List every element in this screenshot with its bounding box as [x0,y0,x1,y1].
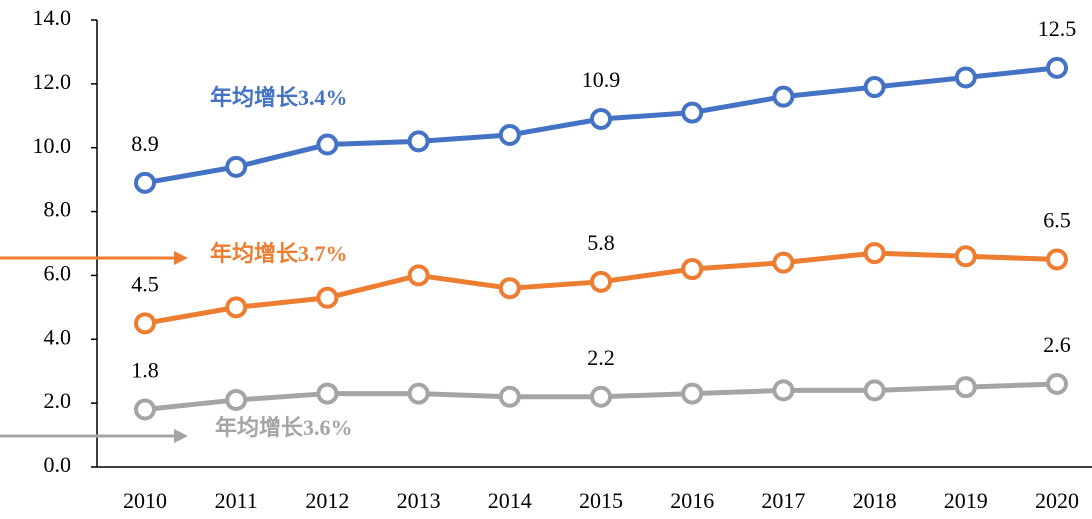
data-point [590,270,612,293]
data-point [316,133,339,156]
data-point [954,66,977,89]
annotation: 年均增长3.6% [215,415,353,440]
data-point [498,385,521,408]
data-point [863,76,886,99]
data-point [681,258,704,281]
data-point [590,107,612,130]
data-point [1046,372,1068,395]
data-label: 2.2 [587,345,615,370]
data-point [134,398,156,421]
x-tick-label: 2018 [853,488,897,513]
data-point [498,277,521,300]
data-label: 2.6 [1043,332,1071,357]
data-point [407,382,430,405]
data-point [225,155,248,178]
data-point [1046,56,1068,79]
x-tick-label: 2020 [1035,488,1079,513]
data-point [225,388,248,411]
data-point [681,382,704,405]
x-tick-label: 2011 [215,488,258,513]
data-point [772,85,795,108]
x-tick-label: 2010 [123,488,167,513]
data-point [316,382,339,405]
x-tick-label: 2014 [488,488,532,513]
data-point [954,245,977,268]
x-tick-label: 2012 [305,488,349,513]
data-label: 1.8 [131,358,159,383]
x-tick-label: 2019 [944,488,988,513]
y-tick-label: 2.0 [44,388,72,413]
data-point [407,264,430,287]
data-point [863,379,886,402]
data-point [407,130,430,153]
data-label: 4.5 [131,271,159,296]
data-label: 12.5 [1038,16,1077,41]
data-point [316,286,339,309]
y-tick-label: 12.0 [33,69,72,94]
annotation: 年均增长3.4% [210,85,348,110]
arrow-head [174,251,188,265]
annotation: 年均增长3.7% [210,241,348,266]
y-tick-label: 10.0 [33,133,72,158]
y-tick-label: 0.0 [44,452,72,477]
x-tick-label: 2015 [579,488,623,513]
data-point [498,123,521,146]
data-label: 5.8 [587,230,615,255]
data-point [590,385,612,408]
data-point [134,312,156,335]
data-label: 6.5 [1043,208,1071,233]
data-point [134,171,156,194]
data-point [772,251,795,274]
data-point [1046,248,1068,271]
y-tick-label: 6.0 [44,260,72,285]
x-tick-label: 2017 [761,488,805,513]
x-tick-label: 2013 [397,488,441,513]
data-point [772,379,795,402]
y-tick-label: 8.0 [44,197,72,222]
y-tick-label: 4.0 [44,324,72,349]
data-point [954,376,977,399]
arrow-head [174,429,188,443]
data-point [225,296,248,319]
data-point [863,242,886,265]
data-label: 8.9 [131,131,159,156]
y-tick-label: 14.0 [33,5,72,30]
x-tick-label: 2016 [670,488,714,513]
data-point [681,101,704,124]
data-label: 10.9 [582,67,621,92]
